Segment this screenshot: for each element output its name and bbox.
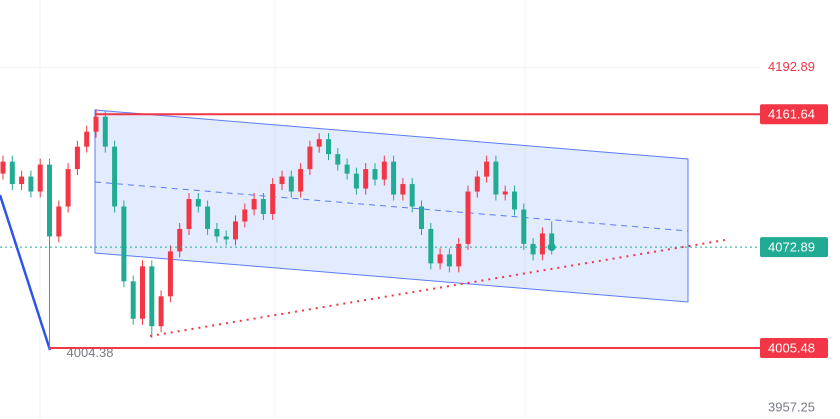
candle-body [270, 184, 276, 214]
candle-body [47, 164, 52, 237]
candle-body [260, 199, 266, 214]
candle-body [251, 199, 257, 210]
candle-body [344, 164, 350, 174]
candle-body [0, 161, 6, 174]
candle-body [381, 161, 387, 180]
last-price-dot [547, 243, 556, 252]
candle-body [84, 131, 90, 147]
candle-body [56, 206, 62, 237]
candle-body [28, 176, 34, 192]
candle-body [363, 169, 369, 189]
candle-body [167, 251, 173, 297]
candle-body [9, 161, 15, 185]
candle-body [539, 233, 545, 255]
candle-body [428, 228, 434, 264]
candle-body [93, 116, 99, 132]
candle-body [307, 146, 313, 170]
candle-body [121, 206, 127, 282]
candle-body [400, 184, 406, 195]
candle-body [205, 206, 211, 229]
candle-body [195, 199, 201, 207]
level-label-box [760, 337, 828, 358]
candle-body [465, 191, 471, 244]
candle-body [223, 236, 229, 240]
candle-body [316, 139, 322, 147]
candle-body [326, 139, 331, 155]
candle-body [19, 176, 25, 185]
candle-body [474, 176, 480, 192]
candle-body [549, 233, 555, 248]
candle-body [446, 254, 452, 267]
candle-body [158, 296, 164, 327]
y-tick-label: 4192.89 [768, 59, 815, 74]
candle-body [140, 266, 145, 319]
candle-body [186, 199, 192, 229]
candle-body [102, 116, 108, 147]
candle-body [65, 169, 71, 207]
trend-line [0, 194, 52, 351]
candle-body [130, 281, 136, 319]
candle-body [74, 146, 80, 170]
plot [0, 67, 760, 350]
candle-body [502, 191, 508, 195]
candle-body [214, 228, 220, 237]
last-price-box [760, 237, 828, 258]
candle-body [484, 161, 490, 177]
candle-body [419, 206, 424, 229]
candle-body [177, 228, 183, 252]
candle-body [353, 173, 359, 189]
candle-body [456, 243, 462, 267]
last-price-label: 4072.89 [768, 240, 815, 255]
candle-body [279, 176, 285, 185]
candle-body [493, 161, 499, 195]
candle-body [530, 243, 536, 255]
level-label: 4005.48 [768, 340, 815, 355]
candle-body [149, 266, 155, 327]
channel-midline [94, 181, 689, 232]
candle-body [37, 164, 43, 192]
candle-body [409, 184, 415, 207]
candle-body [521, 209, 527, 244]
y-tick-label: 3957.25 [768, 399, 815, 414]
candle-body [112, 146, 118, 207]
candle-body [512, 191, 517, 210]
candle-body [372, 169, 378, 180]
candle-body [335, 154, 341, 165]
level-label: 4161.64 [768, 107, 815, 122]
candle-body [437, 254, 443, 264]
candle-body [298, 169, 304, 192]
candle-body [242, 209, 248, 222]
candle-body [288, 176, 294, 192]
level-label-box [760, 104, 828, 125]
candle-body [233, 221, 238, 240]
candle-body [391, 161, 397, 195]
